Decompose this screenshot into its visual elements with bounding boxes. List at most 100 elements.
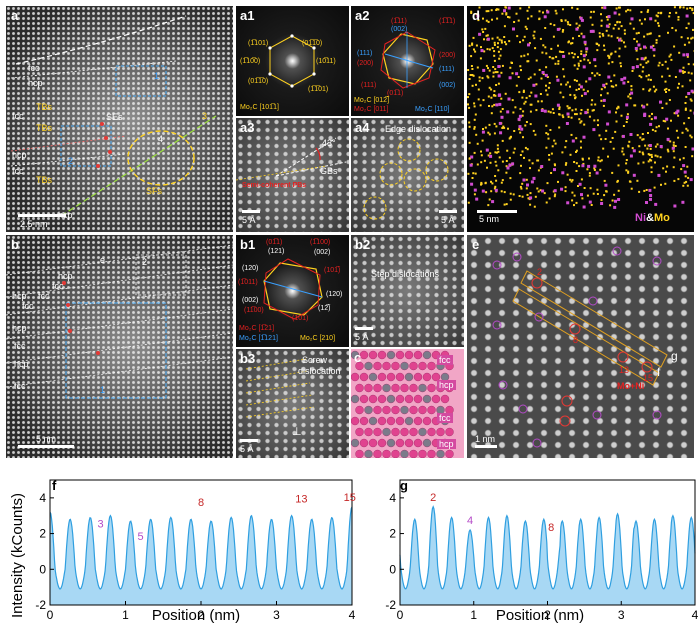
atom <box>427 449 436 458</box>
region-marker: e <box>100 255 106 265</box>
atom <box>391 383 400 393</box>
mo-pixel <box>572 37 574 40</box>
ni-pixel <box>604 183 608 187</box>
mo-pixel <box>684 146 687 148</box>
ni-pixel <box>602 98 606 102</box>
mo-pixel <box>479 104 482 107</box>
mo-pixel <box>650 118 653 121</box>
mo-pixel <box>578 165 581 168</box>
atom <box>427 361 436 371</box>
mo-pixel <box>490 112 493 115</box>
mo-pixel <box>617 27 620 30</box>
ni-pixel <box>632 149 636 153</box>
mo-pixel <box>669 53 672 56</box>
mo-pixel <box>666 148 669 151</box>
y-tick-label: 2 <box>39 527 46 541</box>
mo-pixel <box>519 107 522 110</box>
ni-pixel <box>566 112 570 116</box>
zone-axis-caption: Mo₂C [1̅21] <box>239 325 275 332</box>
mo-pixel <box>637 162 640 165</box>
ni-pixel <box>508 163 512 167</box>
mo-pixel <box>668 89 671 92</box>
region-marker: 1 <box>100 385 106 395</box>
mo-pixel <box>630 187 633 190</box>
mo-pixel <box>540 77 543 80</box>
mo-pixel <box>515 12 518 15</box>
x-tick-label: 3 <box>273 608 280 622</box>
mo-pixel <box>652 44 655 47</box>
mo-pixel <box>529 123 532 126</box>
mo-pixel <box>612 27 615 30</box>
mo-pixel <box>507 127 509 130</box>
mo-pixel <box>472 74 475 77</box>
mo-pixel <box>545 89 548 92</box>
mo-pixel <box>618 13 621 16</box>
mo-pixel <box>586 168 589 171</box>
ni-pixel <box>532 83 536 87</box>
ni-pixel <box>481 130 485 134</box>
mo-pixel <box>524 146 527 149</box>
defect-label: TBs <box>36 102 53 112</box>
mo-pixel <box>612 147 615 150</box>
mo-pixel <box>505 171 508 174</box>
mo-pixel <box>640 11 643 14</box>
mo-pixel <box>588 115 591 118</box>
ni-pixel <box>649 197 652 201</box>
atom <box>391 361 400 371</box>
ni-pixel <box>543 15 547 19</box>
atom-index: 8 <box>573 335 579 345</box>
mo-pixel <box>468 106 471 109</box>
mo-pixel <box>671 27 674 29</box>
mo-pixel <box>526 193 529 196</box>
atom <box>364 361 373 371</box>
mo-pixel <box>471 68 474 70</box>
ni-pixel <box>649 194 653 197</box>
mo-pixel <box>513 130 516 132</box>
region-marker: 3 <box>202 111 208 121</box>
ni-pixel <box>654 202 658 206</box>
mo-pixel <box>488 133 491 136</box>
phase-label: fcc <box>12 111 24 121</box>
mo-pixel <box>512 193 515 196</box>
x-tick-label: 4 <box>692 608 699 622</box>
mo-pixel <box>497 169 500 172</box>
mo-pixel <box>555 12 558 15</box>
mo-pixel <box>684 108 687 111</box>
mo-pixel <box>523 156 525 159</box>
mo-pixel <box>482 99 485 102</box>
atom <box>386 438 396 448</box>
mo-pixel <box>645 189 648 191</box>
ni-pixel <box>665 117 669 121</box>
mo-pixel <box>605 129 608 132</box>
mo-pixel <box>574 113 576 116</box>
atom <box>351 350 360 360</box>
mo-pixel <box>529 76 532 79</box>
ni-pixel <box>637 43 641 47</box>
mo-pixel <box>615 111 617 114</box>
mo-pixel <box>567 41 570 44</box>
mo-pixel <box>575 151 577 153</box>
ni-pixel <box>518 114 522 118</box>
mo-pixel <box>528 159 531 162</box>
profile-f-xlabel: Position (nm) <box>152 607 240 624</box>
mo-pixel <box>571 42 574 45</box>
zone-axis-caption: Mo₂C [1̅121] <box>239 335 278 342</box>
mo-pixel <box>663 88 666 91</box>
mo-pixel <box>654 161 656 164</box>
ni-pixel <box>642 105 646 109</box>
mo-pixel <box>678 82 680 85</box>
mo-pixel <box>480 183 482 186</box>
mo-pixel <box>614 130 617 133</box>
ni-pixel <box>507 6 511 10</box>
mo-pixel <box>574 97 576 100</box>
mo-pixel <box>568 106 571 109</box>
mo-pixel <box>478 79 481 82</box>
mo-pixel <box>590 103 593 106</box>
mo-pixel <box>597 159 600 162</box>
ni-pixel <box>579 85 583 89</box>
spot-index: (120) <box>326 291 343 298</box>
mo-pixel <box>568 52 571 55</box>
mo-pixel <box>468 125 471 128</box>
ni-pixel <box>602 83 606 87</box>
mo-pixel <box>496 144 499 147</box>
